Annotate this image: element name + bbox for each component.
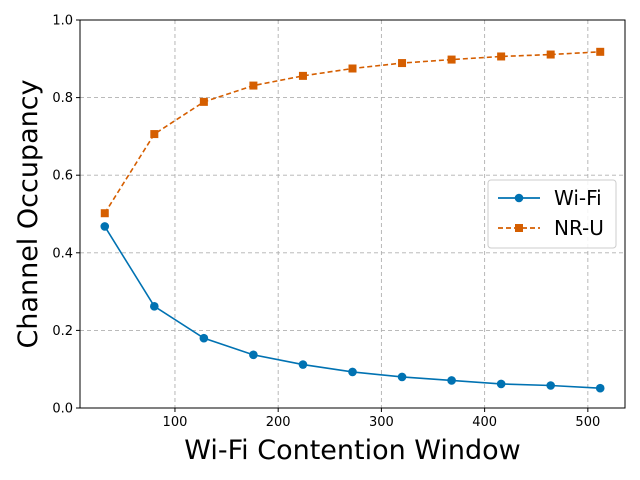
y-tick-label: 0.0	[52, 402, 73, 417]
data-point-wi-fi	[595, 383, 605, 393]
data-point-wi-fi	[249, 350, 258, 360]
data-point-nr-u	[546, 50, 555, 59]
data-point-nr-u	[348, 64, 357, 73]
legend-marker-wi-fi	[514, 193, 524, 203]
data-point-wi-fi	[397, 372, 407, 382]
x-tick-label: 200	[266, 415, 291, 430]
x-tick-label: 400	[472, 415, 497, 430]
data-point-wi-fi	[546, 381, 555, 390]
data-point-wi-fi	[100, 222, 110, 231]
data-point-nr-u	[447, 55, 456, 64]
x-axis-label: Wi-Fi Contention Window	[184, 435, 521, 466]
legend-label-wi-fi: Wi-Fi	[554, 186, 602, 210]
y-tick-label: 1.0	[52, 14, 73, 29]
legend-marker-nr-u	[515, 224, 523, 232]
data-point-wi-fi	[150, 302, 159, 311]
data-point-nr-u	[398, 59, 407, 68]
data-point-nr-u	[199, 97, 208, 106]
axis-ticks: 100 200 300 400 500 0.0 0.2 0.4 0.6 0.8 1.0	[52, 14, 600, 431]
grid	[80, 20, 625, 408]
data-point-wi-fi	[447, 376, 456, 385]
x-tick-label: 300	[369, 415, 394, 430]
data-point-nr-u	[596, 47, 605, 56]
plot-frame	[79, 19, 626, 409]
y-tick-label: 0.6	[52, 169, 73, 184]
data-point-nr-u	[298, 71, 307, 80]
y-tick-label: 0.8	[52, 91, 73, 106]
x-tick-label: 500	[575, 415, 600, 430]
x-tick-label: 100	[163, 415, 188, 430]
legend-label-nr-u: NR-U	[554, 216, 604, 240]
series-wi-fi	[100, 222, 605, 393]
data-point-nr-u	[497, 52, 506, 61]
y-tick-label: 0.4	[52, 246, 73, 261]
data-point-wi-fi	[298, 360, 308, 369]
series-line-wi-fi	[104, 225, 601, 390]
data-point-wi-fi	[348, 367, 357, 377]
y-tick-label: 0.2	[52, 324, 73, 339]
data-point-nr-u	[150, 130, 159, 139]
series-layer	[100, 47, 605, 393]
data-point-wi-fi	[496, 379, 506, 389]
data-point-wi-fi	[199, 333, 209, 343]
data-point-nr-u	[249, 81, 258, 90]
series-nr-u	[100, 47, 605, 218]
data-point-nr-u	[100, 209, 109, 218]
legend: Wi-Fi NR-U	[487, 179, 617, 249]
y-axis-label: Channel Occupancy	[13, 79, 44, 348]
